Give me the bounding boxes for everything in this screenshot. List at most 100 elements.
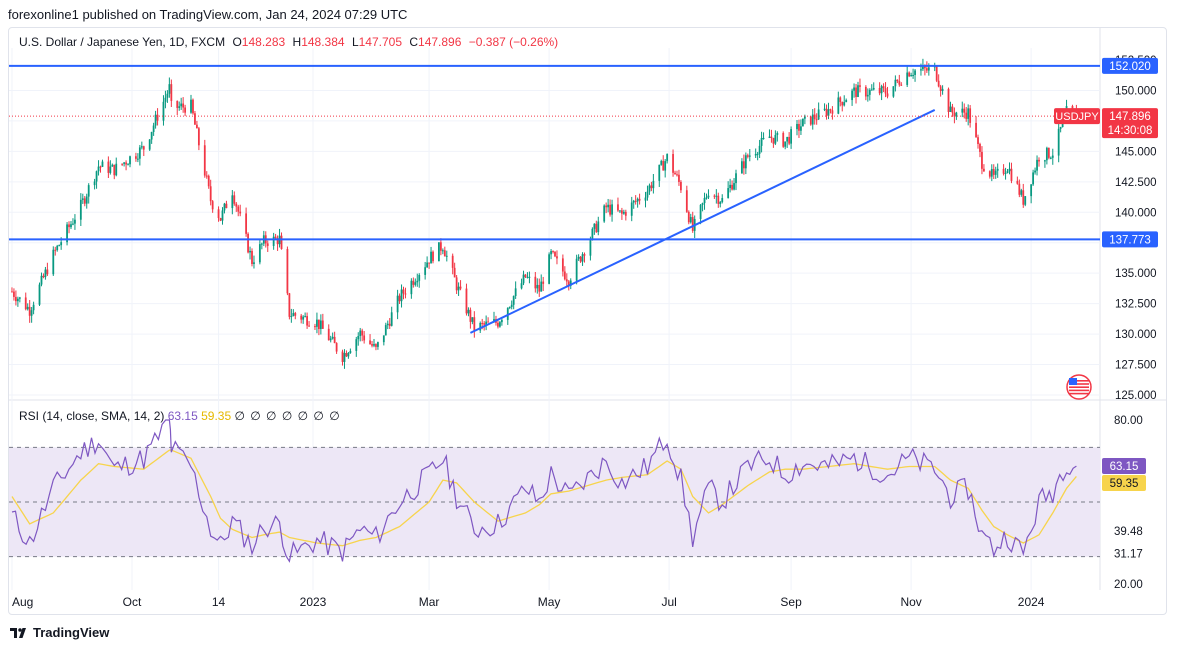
candle-up [304,316,307,318]
x-tick-label: Jul [661,595,676,609]
candle-down [809,116,812,125]
footer-brand[interactable]: TradingView [10,625,109,640]
candle-up [190,99,192,113]
candle-up [872,88,875,90]
candle-up [803,116,806,119]
trendline[interactable] [469,109,936,334]
candle-up [471,317,474,322]
candle-up [347,353,350,357]
candle-down [713,195,716,197]
candle-down [182,103,185,108]
candle-down [99,166,102,168]
candle-up [827,109,830,116]
rsi-y-tick-label: 31.17 [1114,548,1143,560]
candle-down [977,137,979,144]
candle-down [469,309,472,322]
candle-down [662,160,665,171]
candle-up [597,221,600,233]
candle-up [715,195,718,197]
candle-down [404,293,407,295]
level-price-label: 137.773 [1109,234,1151,246]
candle-up [894,79,897,87]
us-flag-icon [1066,374,1092,400]
candle-up [127,164,129,166]
candle-down [1016,180,1019,184]
candle-up [611,204,613,215]
candle-up [140,146,143,148]
candle-up [445,255,448,257]
candle-up [272,236,275,246]
candle-down [487,321,490,323]
candle-up [729,184,732,189]
candle-down [624,211,627,216]
candle-down [979,143,981,152]
candle-up [38,284,41,305]
candle-down [274,236,277,239]
candle-down [371,344,373,346]
candle-down [561,258,564,272]
candle-down [1018,183,1021,195]
candle-up [1004,172,1007,174]
rsi-value-tag [1102,458,1146,475]
candle-down [473,317,476,331]
candle-up [756,153,759,155]
close-value: 147.896 [418,35,462,49]
rsi-y-tick-label: 39.48 [1114,526,1143,538]
candle-down [196,124,198,129]
candle-up [870,89,873,91]
candle-down [638,198,641,201]
candle-up [699,204,702,219]
candle-up [377,342,379,347]
candle-down [308,325,310,327]
candle-up [658,164,661,181]
candle-down [609,204,611,215]
candle-up [138,147,141,159]
candle-down [1038,159,1040,162]
candle-up [853,87,855,91]
candle-up [1020,190,1023,195]
candle-down [481,322,484,324]
candle-up [646,191,649,198]
candle-down [46,269,49,275]
candle-down [24,297,27,310]
candle-up [701,203,704,205]
last-price-label: 147.896 [1109,111,1151,123]
rsi-y-tick-label: 80.00 [1114,415,1143,427]
symbol-title: U.S. Dollar / Japanese Yen, 1D, FXCM [19,35,226,49]
candle-down [135,156,137,159]
candle-down [219,218,222,221]
candle-down [782,132,785,147]
candle-down [717,195,720,204]
candle-down [988,171,991,177]
candle-up [258,244,261,263]
candle-down [859,85,861,87]
candle-up [74,219,76,224]
candle-up [164,97,167,102]
candle-up [500,319,503,323]
candle-up [912,74,914,76]
candle-down [746,155,749,157]
candle-up [95,171,98,182]
candle-down [361,330,364,336]
candle-down [937,80,940,87]
candle-down [170,84,173,101]
candle-up [424,267,427,275]
candle-up [581,254,584,262]
candle-up [630,202,633,216]
candle-down [676,174,678,176]
open-label: O [232,35,242,49]
candle-down [896,79,899,82]
candle-up [136,158,139,160]
candle-up [949,106,952,112]
candle-down [28,306,31,316]
candle-down [443,250,446,257]
candle-up [414,282,417,285]
x-tick-label: Oct [123,595,142,609]
candle-up [123,162,126,164]
candle-up [727,188,730,198]
candle-down [432,251,434,262]
candle-up [660,160,663,165]
last-price-tag [1102,108,1158,139]
candle-down [620,210,623,214]
